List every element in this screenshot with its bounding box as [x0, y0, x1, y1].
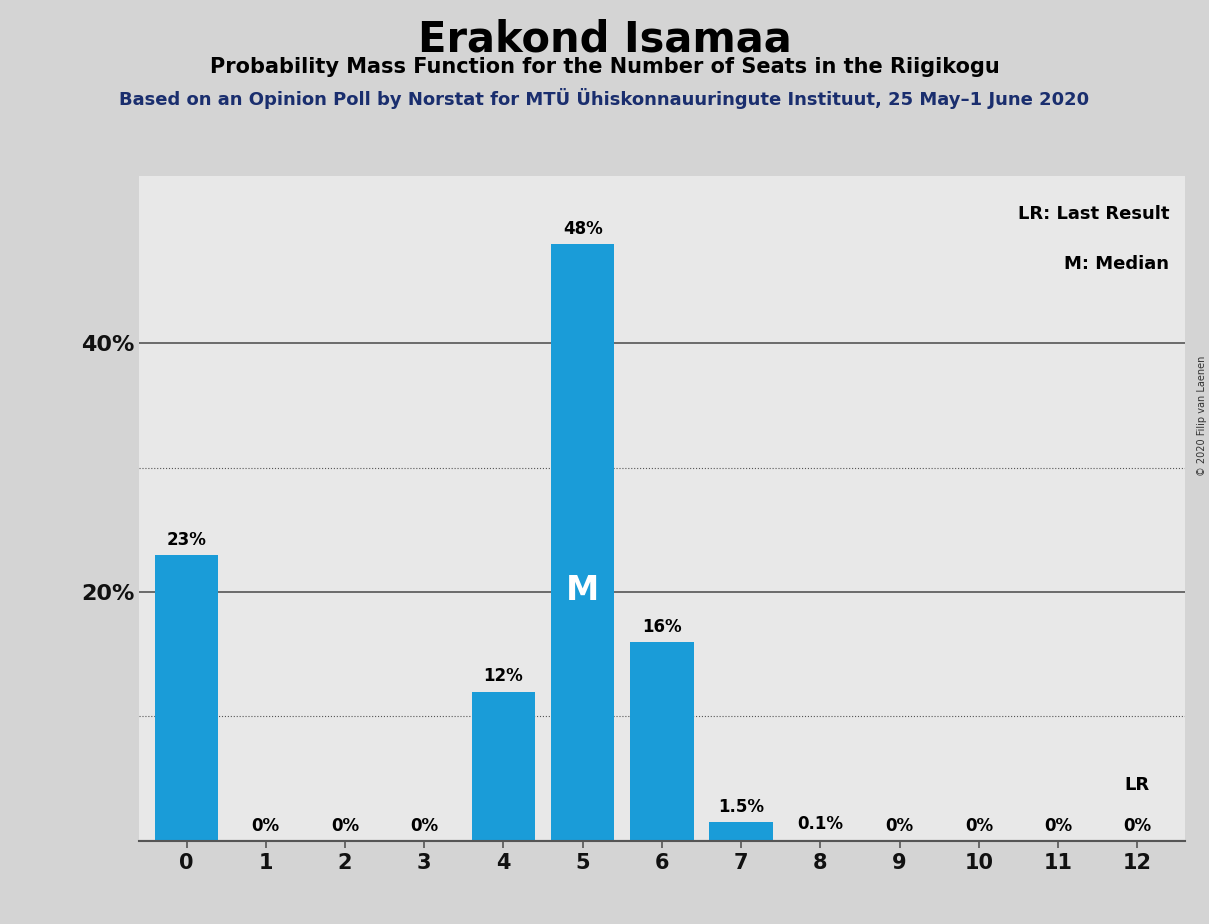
Text: 0%: 0%	[1123, 817, 1151, 834]
Text: M: Median: M: Median	[1064, 255, 1169, 274]
Text: 0%: 0%	[885, 817, 914, 834]
Text: Based on an Opinion Poll by Norstat for MTÜ Ühiskonnauuringute Instituut, 25 May: Based on an Opinion Poll by Norstat for …	[120, 88, 1089, 109]
Text: 0%: 0%	[410, 817, 439, 834]
Text: 1.5%: 1.5%	[718, 798, 764, 816]
Bar	[472, 692, 536, 841]
Bar	[788, 840, 852, 841]
Text: 0%: 0%	[1045, 817, 1072, 834]
Text: M: M	[566, 574, 600, 607]
Text: 23%: 23%	[167, 530, 207, 549]
Text: LR: LR	[1124, 775, 1150, 794]
Bar	[155, 554, 219, 841]
Text: 0%: 0%	[331, 817, 359, 834]
Text: 0%: 0%	[251, 817, 279, 834]
Text: Probability Mass Function for the Number of Seats in the Riigikogu: Probability Mass Function for the Number…	[209, 57, 1000, 78]
Text: 0.1%: 0.1%	[798, 815, 844, 833]
Text: 12%: 12%	[484, 667, 523, 686]
Text: 0%: 0%	[965, 817, 993, 834]
Bar	[630, 642, 694, 841]
Text: 48%: 48%	[563, 220, 602, 237]
Text: © 2020 Filip van Laenen: © 2020 Filip van Laenen	[1197, 356, 1207, 476]
Text: Erakond Isamaa: Erakond Isamaa	[417, 18, 792, 60]
Bar	[551, 244, 614, 841]
Bar	[710, 822, 773, 841]
Text: LR: Last Result: LR: Last Result	[1018, 205, 1169, 224]
Text: 16%: 16%	[642, 617, 682, 636]
